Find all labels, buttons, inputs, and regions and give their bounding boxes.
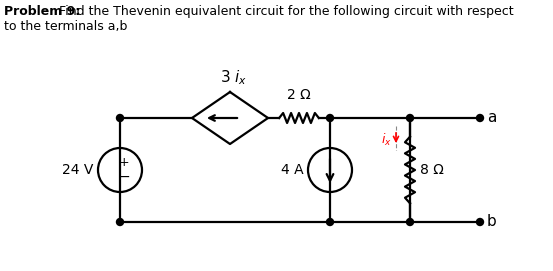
Text: −: − (118, 170, 130, 184)
Text: 4 A: 4 A (281, 163, 304, 177)
Circle shape (406, 218, 414, 225)
Text: 8 Ω: 8 Ω (420, 163, 444, 177)
Text: a: a (487, 111, 497, 125)
Circle shape (477, 218, 483, 225)
Text: Problem 9:: Problem 9: (4, 5, 80, 18)
Circle shape (326, 115, 333, 121)
Text: $i_x$: $i_x$ (381, 132, 392, 148)
Text: +: + (119, 156, 129, 169)
Text: to the terminals a,b: to the terminals a,b (4, 20, 127, 33)
Text: b: b (487, 215, 497, 230)
Circle shape (406, 115, 414, 121)
Circle shape (326, 218, 333, 225)
Text: 24 V: 24 V (61, 163, 93, 177)
Text: Find the Thevenin equivalent circuit for the following circuit with respect: Find the Thevenin equivalent circuit for… (55, 5, 514, 18)
Text: $3\ i_x$: $3\ i_x$ (220, 68, 248, 87)
Circle shape (117, 218, 123, 225)
Circle shape (477, 115, 483, 121)
Circle shape (117, 115, 123, 121)
Text: 2 Ω: 2 Ω (287, 88, 311, 102)
